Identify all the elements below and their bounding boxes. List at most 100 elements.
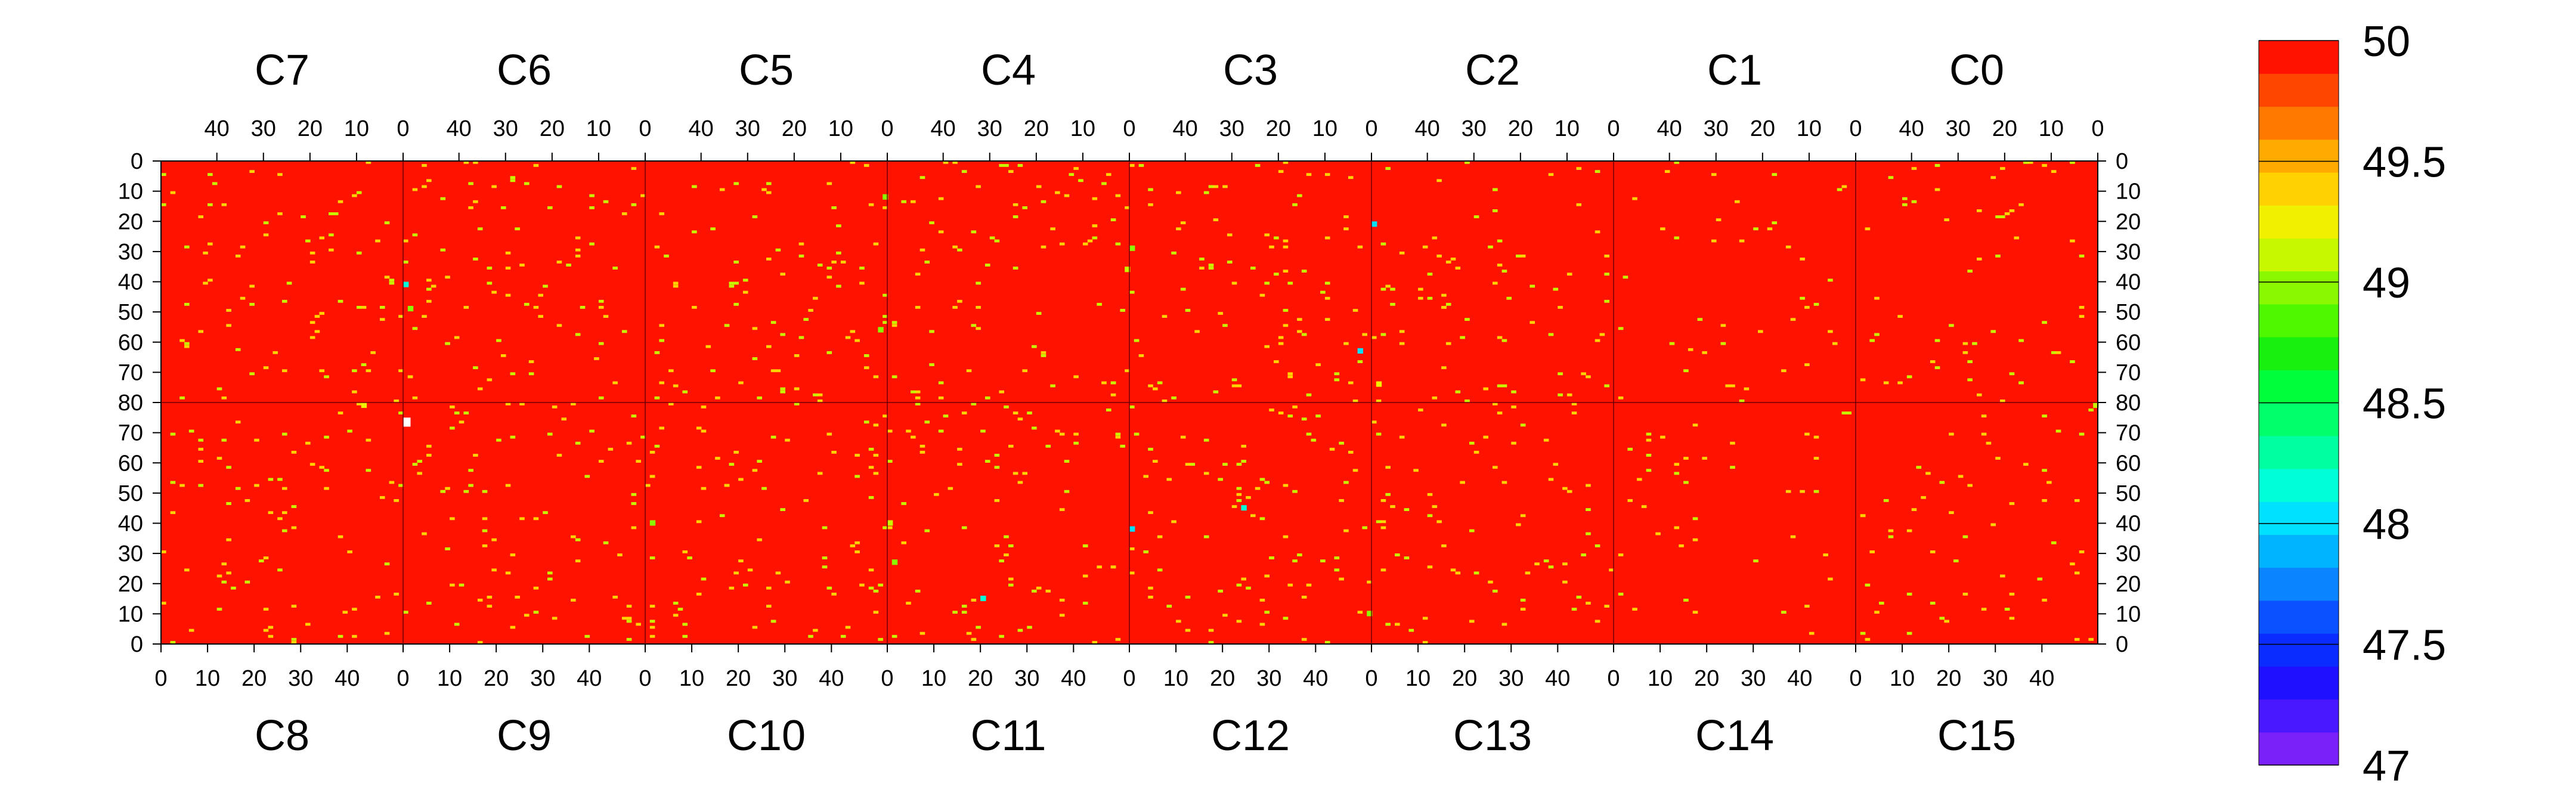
heatmap-cell	[1720, 342, 1726, 345]
heatmap-cell	[621, 617, 627, 620]
heatmap-cell	[1841, 185, 1847, 188]
heatmap-cell	[1469, 620, 1475, 623]
heatmap-cell	[2000, 399, 2005, 402]
heatmap-cell	[1292, 203, 1298, 206]
heatmap-cell	[1772, 221, 1778, 225]
heatmap-cell	[528, 372, 534, 376]
heatmap-cell	[1655, 532, 1661, 535]
heatmap-cell	[1548, 478, 1554, 481]
heatmap-cell	[1493, 209, 1498, 212]
heatmap-cell	[1906, 375, 1912, 379]
heatmap-cell	[863, 420, 869, 424]
heatmap-cell	[1804, 363, 1810, 366]
x-tick-label-top: 40	[205, 116, 230, 141]
x-tick-label-top: 40	[1899, 116, 1924, 141]
heatmap-cell	[729, 586, 735, 590]
heatmap-cell	[277, 212, 283, 215]
chip-label-bottom: C11	[971, 712, 1046, 760]
heatmap-cell	[216, 387, 222, 391]
heatmap-cell	[1925, 472, 1931, 475]
color-bar: 50 49.5 49 48.5 48 47.5 47	[2258, 18, 2446, 790]
x-tick-label-top: 40	[931, 116, 956, 141]
heatmap-cell	[324, 435, 329, 439]
heatmap-cell	[482, 490, 488, 493]
outlier-cell	[1376, 381, 1382, 387]
heatmap-cell	[1674, 236, 1680, 240]
heatmap-cell	[1548, 173, 1554, 177]
heatmap-cell	[659, 339, 665, 342]
heatmap-cell	[891, 375, 897, 379]
heatmap-cell	[887, 460, 893, 463]
heatmap-cell	[309, 336, 315, 339]
heatmap-cell	[510, 179, 516, 182]
heatmap-cell	[682, 390, 688, 394]
heatmap-cell	[831, 206, 837, 209]
x-tick-label-bottom: 10	[1405, 666, 1431, 691]
heatmap-cell	[1301, 270, 1307, 273]
heatmap-cell	[1720, 324, 1726, 327]
heatmap-cell	[291, 640, 297, 644]
heatmap-cell	[235, 487, 241, 490]
heatmap-cell	[1888, 176, 1894, 179]
heatmap-cell	[422, 164, 427, 167]
heatmap-cell	[445, 275, 450, 279]
heatmap-cell	[571, 535, 576, 538]
heatmap-cell	[1637, 478, 1642, 481]
heatmap-cell	[1013, 215, 1018, 218]
x-tick-label-top: 20	[540, 116, 565, 141]
heatmap-cell	[794, 354, 800, 357]
heatmap-cell	[324, 487, 329, 490]
heatmap-cell	[1804, 306, 1810, 309]
heatmap-cell	[1571, 402, 1577, 405]
x-tick-label-bottom: 20	[726, 666, 751, 691]
color-bar-swatch	[2259, 567, 2339, 601]
heatmap-cell	[477, 599, 483, 602]
heatmap-cell	[1380, 287, 1386, 291]
x-tick-label-top: 30	[1462, 116, 1487, 141]
heatmap-cell	[1027, 626, 1032, 629]
heatmap-cell	[338, 634, 343, 638]
heatmap-cell	[389, 481, 395, 484]
heatmap-cell	[491, 568, 497, 572]
heatmap-cell	[515, 227, 520, 231]
heatmap-cell	[1008, 583, 1014, 587]
x-tick-label-bottom: 30	[1741, 666, 1766, 691]
heatmap-cell	[1422, 245, 1428, 249]
x-tick-label-top: 40	[1173, 116, 1198, 141]
heatmap-cell	[1869, 550, 1875, 553]
heatmap-cell	[1180, 435, 1186, 439]
heatmap-cell	[1274, 273, 1279, 276]
heatmap-cell	[1385, 167, 1391, 170]
heatmap-cell	[240, 245, 246, 249]
x-tick-label-bottom: 40	[819, 666, 844, 691]
heatmap-cell	[1571, 608, 1577, 611]
y-tick-label-left: 60	[118, 451, 143, 476]
heatmap-cell	[938, 381, 944, 385]
heatmap-cell	[1162, 315, 1168, 318]
outlier-cell	[407, 306, 414, 312]
heatmap-cell	[543, 284, 548, 288]
heatmap-cell	[1008, 444, 1014, 448]
heatmap-cell	[556, 261, 562, 264]
heatmap-cell	[1692, 611, 1698, 614]
heatmap-cell	[589, 429, 595, 433]
outlier-cell	[1129, 245, 1135, 251]
heatmap-cell	[226, 309, 231, 312]
heatmap-cell	[1465, 318, 1470, 321]
heatmap-cell	[1110, 381, 1116, 385]
heatmap-cell	[2018, 381, 2024, 385]
heatmap-cell	[1203, 438, 1209, 442]
heatmap-cell	[282, 529, 287, 532]
heatmap-cell	[1981, 414, 1987, 418]
heatmap-cell	[254, 438, 259, 442]
heatmap-cell	[1227, 233, 1233, 237]
color-bar-swatch	[2259, 534, 2339, 568]
heatmap-cell	[496, 438, 501, 442]
heatmap-cell	[1874, 611, 1880, 614]
heatmap-cell	[263, 628, 269, 632]
heatmap-cell	[422, 315, 427, 318]
heatmap-cell	[1586, 532, 1591, 535]
heatmap-cell	[766, 345, 772, 348]
heatmap-cell	[649, 626, 655, 629]
heatmap-cell	[1977, 393, 1982, 397]
